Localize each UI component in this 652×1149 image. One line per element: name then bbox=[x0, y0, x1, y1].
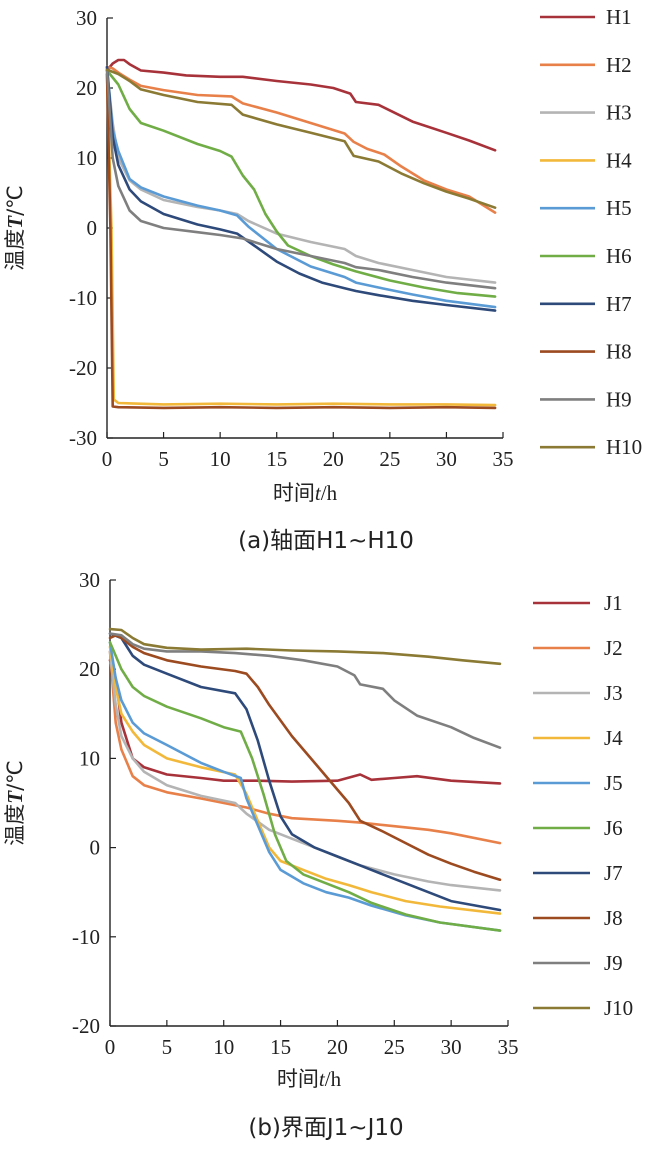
series-line-h7 bbox=[105, 65, 497, 312]
legend-label-j1: J1 bbox=[604, 591, 623, 615]
x-axis-title: 时间t/h bbox=[277, 1067, 342, 1091]
series-line-j10 bbox=[108, 627, 502, 666]
x-tick-label: 25 bbox=[379, 447, 400, 471]
y-axis-title: 温度T/℃ bbox=[3, 760, 27, 846]
series-line-j6 bbox=[108, 641, 502, 932]
y-tick-label: 30 bbox=[76, 6, 97, 30]
legend-label-h1: H1 bbox=[606, 5, 632, 29]
y-axis-title: 温度T/℃ bbox=[3, 185, 27, 271]
x-axis-variable: t bbox=[315, 481, 322, 505]
y-tick-label: 20 bbox=[76, 76, 97, 100]
legend-label-h4: H4 bbox=[606, 148, 632, 172]
x-axis-title-text: 时间 bbox=[277, 1067, 319, 1091]
x-tick-label: 35 bbox=[493, 447, 514, 471]
y-tick-label: 10 bbox=[76, 146, 97, 170]
x-tick-label: 5 bbox=[162, 1035, 173, 1059]
x-tick-label: 5 bbox=[158, 447, 169, 471]
y-axis-unit: /℃ bbox=[3, 185, 27, 216]
y-axis-unit: /℃ bbox=[3, 760, 27, 791]
chart-a-axial-surface: -30 -20 -10 0 10 20 30 0 5 10 15 20 25 30 35 H1 H2 H3 H4 H5… bbox=[3, 5, 642, 554]
legend-label-j10: J10 bbox=[604, 996, 633, 1020]
legend-label-h8: H8 bbox=[606, 340, 632, 364]
x-tick-label: 20 bbox=[327, 1035, 348, 1059]
legend-label-j9: J9 bbox=[604, 951, 623, 975]
x-axis-title-text: 时间 bbox=[273, 481, 315, 505]
legend-label-j8: J8 bbox=[604, 906, 623, 930]
chart-b-interface: -20 -10 0 10 20 30 0 5 10 15 20 25 30 35 J1 J2 J3 J4 J5 J6 J… bbox=[3, 568, 633, 1141]
legend-label-j5: J5 bbox=[604, 771, 623, 795]
y-tick-label: 20 bbox=[79, 657, 100, 681]
y-axis-variable: T bbox=[3, 790, 27, 804]
figure-caption: (b)界面J1~J10 bbox=[248, 1115, 403, 1141]
series-line-h10 bbox=[105, 68, 497, 209]
x-tick-label: 15 bbox=[270, 1035, 291, 1059]
x-axis-variable: t bbox=[319, 1067, 326, 1091]
series-line-h5 bbox=[105, 65, 497, 309]
legend-label-h10: H10 bbox=[606, 435, 642, 459]
y-axis-variable: T bbox=[3, 215, 27, 229]
x-axis-title: 时间t/h bbox=[273, 481, 338, 505]
legend-label-h6: H6 bbox=[606, 244, 632, 268]
legend-label-j7: J7 bbox=[604, 861, 623, 885]
y-tick-label: -10 bbox=[69, 286, 97, 310]
legend-label-h3: H3 bbox=[606, 101, 632, 125]
legend-label-j4: J4 bbox=[604, 726, 623, 750]
series-line-h2 bbox=[105, 65, 497, 214]
x-axis-unit: /h bbox=[325, 1067, 342, 1091]
legend-label-j3: J3 bbox=[604, 681, 623, 705]
series-line-j2 bbox=[108, 650, 502, 845]
series-line-j4 bbox=[108, 645, 502, 915]
x-tick-label: 25 bbox=[384, 1035, 405, 1059]
y-tick-label: 30 bbox=[79, 568, 100, 592]
x-tick-label: 30 bbox=[441, 1035, 462, 1059]
x-tick-label: 0 bbox=[105, 1035, 116, 1059]
legend-label-j6: J6 bbox=[604, 816, 623, 840]
figure-caption: (a)轴面H1~H10 bbox=[238, 528, 414, 554]
legend-label-h2: H2 bbox=[606, 53, 632, 77]
y-axis-title-text: 温度 bbox=[3, 804, 27, 846]
legend-label-h5: H5 bbox=[606, 196, 632, 220]
x-tick-label: 10 bbox=[213, 1035, 234, 1059]
y-tick-label: -30 bbox=[69, 426, 97, 450]
x-tick-label: 30 bbox=[436, 447, 457, 471]
series-line-j3 bbox=[108, 650, 502, 892]
x-tick-label: 15 bbox=[266, 447, 287, 471]
y-tick-label: -20 bbox=[69, 356, 97, 380]
x-tick-label: 10 bbox=[210, 447, 231, 471]
legend-label-h9: H9 bbox=[606, 387, 632, 411]
series-line-h1 bbox=[105, 58, 497, 152]
series-line-j1 bbox=[108, 659, 502, 785]
series-line-j9 bbox=[108, 632, 502, 749]
series-line-j7 bbox=[108, 632, 502, 912]
series-line-j8 bbox=[108, 634, 502, 882]
y-tick-label: -10 bbox=[72, 925, 100, 949]
series-line-h8 bbox=[105, 72, 497, 410]
series-line-h6 bbox=[105, 69, 497, 298]
legend-label-j2: J2 bbox=[604, 636, 623, 660]
y-tick-label: 0 bbox=[87, 216, 98, 240]
x-axis-unit: /h bbox=[321, 481, 338, 505]
y-tick-label: 10 bbox=[79, 746, 100, 770]
series-line-h9 bbox=[105, 69, 497, 290]
y-axis-title-text: 温度 bbox=[3, 229, 27, 271]
x-tick-label: 0 bbox=[102, 447, 113, 471]
y-tick-label: 0 bbox=[90, 836, 101, 860]
y-tick-label: -20 bbox=[72, 1014, 100, 1038]
x-tick-label: 35 bbox=[498, 1035, 519, 1059]
x-tick-label: 20 bbox=[323, 447, 344, 471]
series-line-j5 bbox=[108, 641, 502, 932]
legend-label-h7: H7 bbox=[606, 292, 632, 316]
